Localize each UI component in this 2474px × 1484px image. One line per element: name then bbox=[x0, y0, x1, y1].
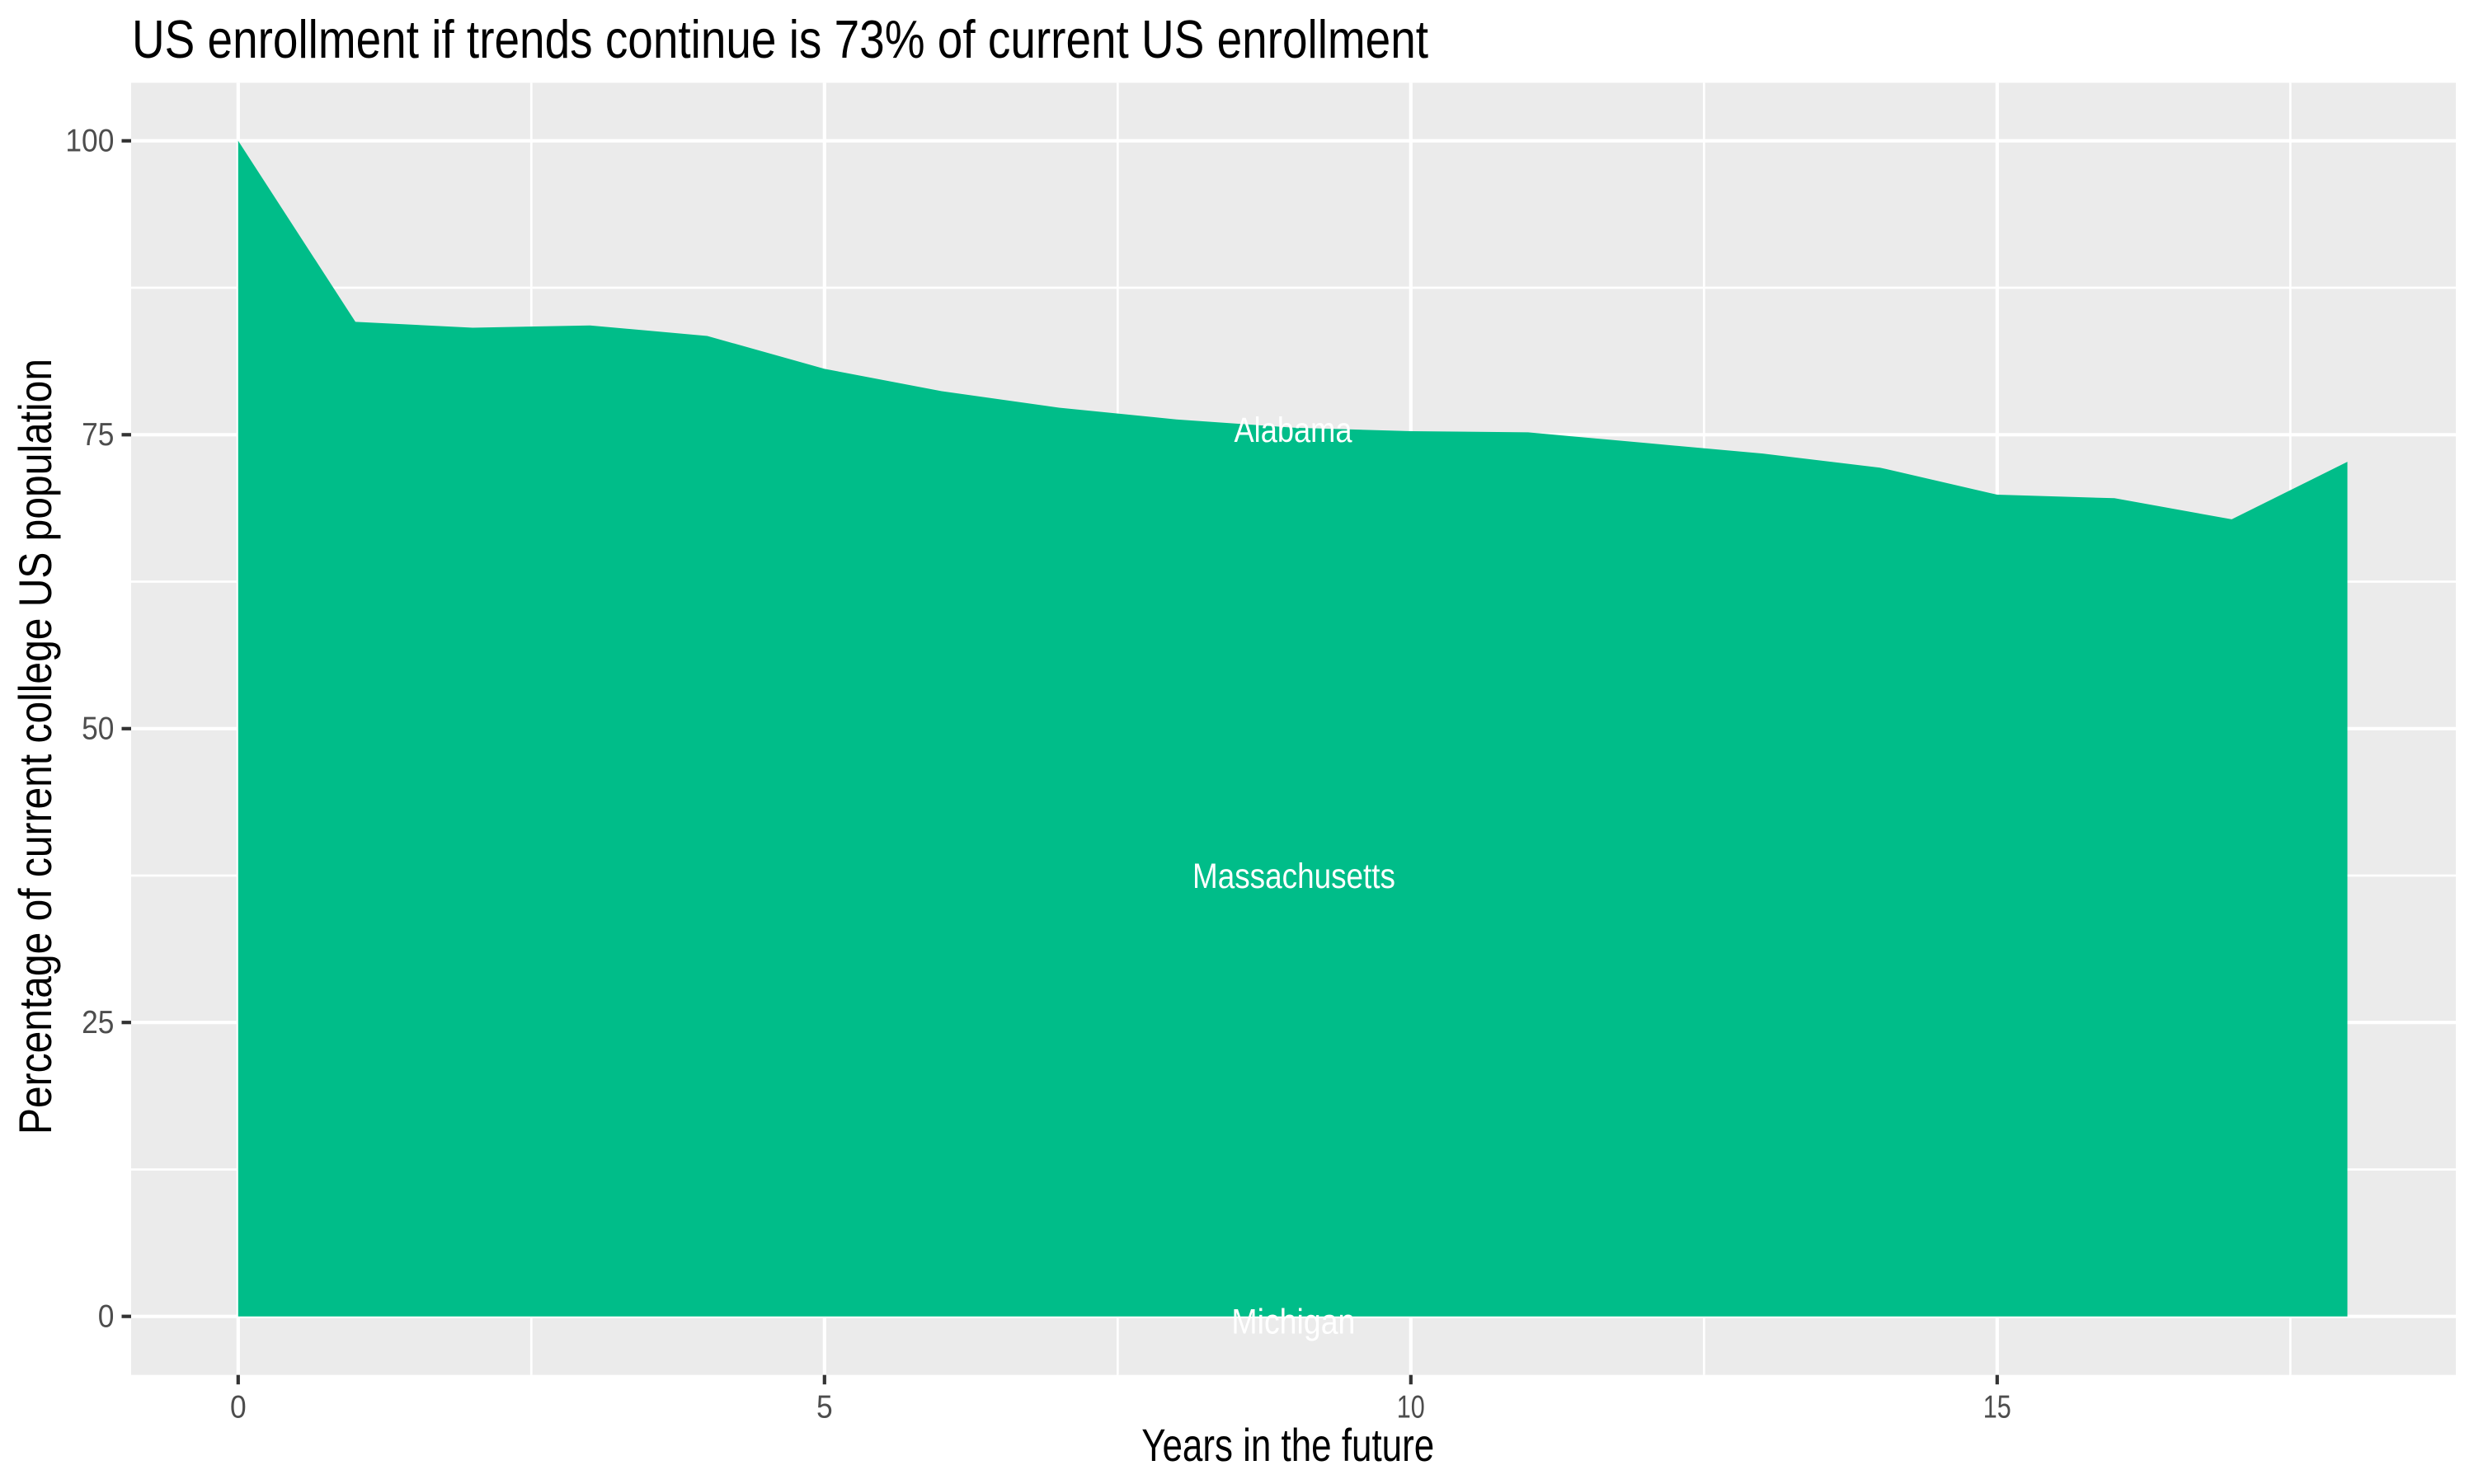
svg-text:Massachusetts: Massachusetts bbox=[1192, 857, 1395, 896]
svg-text:US enrollment if trends contin: US enrollment if trends continue is 73% … bbox=[132, 9, 1428, 69]
svg-text:Percentage of current college: Percentage of current college US populat… bbox=[9, 359, 61, 1134]
svg-text:Years in the future: Years in the future bbox=[1141, 1419, 1434, 1471]
svg-text:15: 15 bbox=[1983, 1390, 2011, 1425]
svg-text:Michigan: Michigan bbox=[1231, 1303, 1355, 1342]
svg-text:10: 10 bbox=[1397, 1390, 1425, 1425]
svg-text:0: 0 bbox=[230, 1390, 247, 1425]
svg-text:75: 75 bbox=[82, 417, 114, 453]
svg-text:0: 0 bbox=[98, 1298, 115, 1334]
svg-text:Alabama: Alabama bbox=[1235, 411, 1352, 450]
svg-text:50: 50 bbox=[82, 711, 114, 746]
svg-text:5: 5 bbox=[816, 1390, 833, 1425]
svg-text:25: 25 bbox=[82, 1005, 114, 1040]
svg-text:100: 100 bbox=[65, 123, 114, 158]
